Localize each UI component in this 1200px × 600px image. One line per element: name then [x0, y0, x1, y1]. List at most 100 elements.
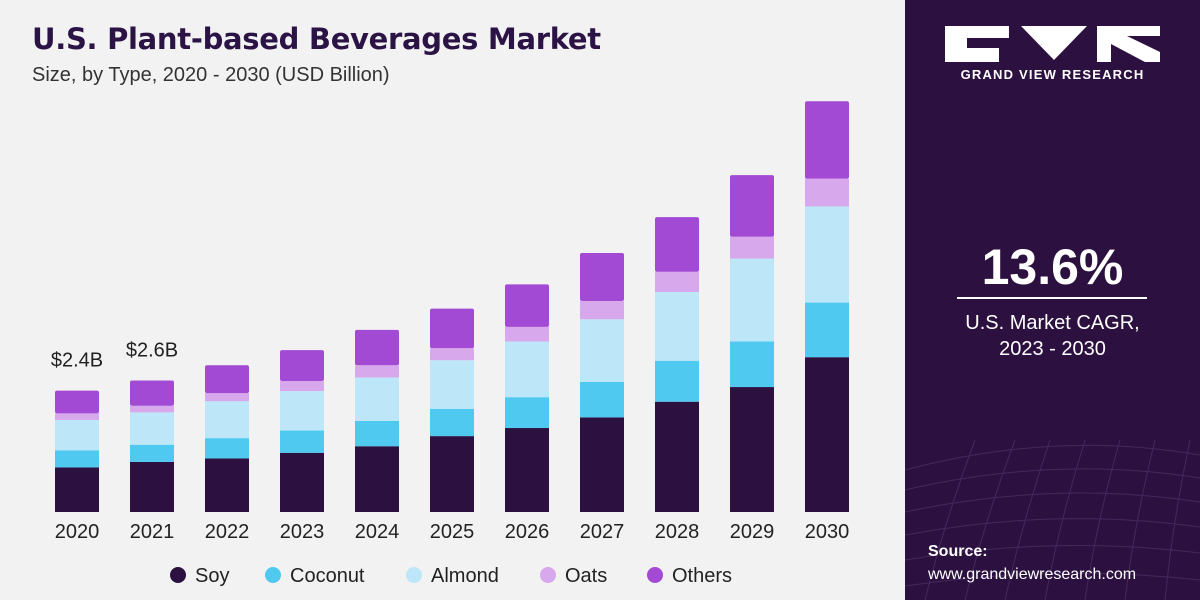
bar-coconut-2030 — [805, 302, 849, 358]
bar-soy-2021 — [130, 461, 174, 512]
bar-stack-2026 — [505, 284, 549, 512]
bar-coconut-2027 — [580, 381, 624, 418]
bar-soy-2026 — [505, 428, 549, 512]
bar-almond-2020 — [55, 419, 99, 451]
bar-coconut-2029 — [730, 341, 774, 388]
bar-stack-2028 — [655, 217, 699, 512]
bar-soy-2028 — [655, 401, 699, 512]
cagr-value: 13.6% — [981, 239, 1124, 295]
x-tick-label: 2024 — [355, 521, 400, 543]
bar-almond-2022 — [205, 401, 249, 439]
bar-coconut-2020 — [55, 450, 99, 468]
legend-swatch — [170, 567, 186, 583]
bar-almond-2025 — [430, 360, 474, 409]
bar-soy-2030 — [805, 357, 849, 512]
stacked-bar-chart: 2020 2021 2022 2023 2024 2025 2026 2027 2028 2029… — [51, 101, 850, 587]
bar-coconut-2025 — [430, 408, 474, 437]
chart-title: U.S. Plant-based Beverages Market — [32, 22, 601, 56]
x-tick-label: 2025 — [430, 521, 475, 543]
bar-coconut-2028 — [655, 360, 699, 402]
grid-background — [905, 439, 1200, 600]
data-label-2021: $2.6B — [126, 339, 178, 361]
bar-stack-2029 — [730, 175, 774, 512]
bar-soy-2025 — [430, 436, 474, 512]
bar-others-2020 — [55, 390, 99, 414]
bar-others-2021 — [130, 380, 174, 406]
bar-soy-2029 — [730, 387, 774, 512]
bar-almond-2021 — [130, 412, 174, 445]
legend-swatch — [647, 567, 663, 583]
bar-oats-2025 — [430, 348, 474, 361]
bar-almond-2029 — [730, 258, 774, 342]
bar-oats-2028 — [655, 271, 699, 292]
legend-item-others: Others — [647, 565, 732, 587]
cagr-label-line1: U.S. Market CAGR, — [965, 312, 1140, 334]
bar-stack-2025 — [430, 308, 474, 512]
bar-coconut-2026 — [505, 397, 549, 429]
legend-item-soy: Soy — [170, 565, 229, 587]
bar-stack-2020 — [55, 390, 99, 512]
bar-oats-2029 — [730, 236, 774, 259]
bar-oats-2023 — [280, 380, 324, 392]
x-tick-label: 2026 — [505, 521, 550, 543]
legend-item-coconut: Coconut — [265, 565, 365, 587]
source-label: Source: — [928, 543, 988, 560]
bar-oats-2026 — [505, 326, 549, 342]
bar-stack-2027 — [580, 252, 624, 512]
bar-almond-2026 — [505, 341, 549, 398]
bar-others-2025 — [430, 308, 474, 349]
bar-stack-2030 — [805, 101, 849, 512]
x-tick-label: 2029 — [730, 521, 775, 543]
bar-others-2027 — [580, 252, 624, 302]
legend-item-almond: Almond — [406, 565, 499, 587]
bar-almond-2024 — [355, 377, 399, 421]
bar-coconut-2023 — [280, 430, 324, 453]
bar-oats-2024 — [355, 365, 399, 378]
bar-soy-2024 — [355, 446, 399, 512]
bar-stack-2024 — [355, 329, 399, 512]
legend-swatch — [406, 567, 422, 583]
bar-stack-2022 — [205, 365, 249, 512]
x-tick-label: 2021 — [130, 521, 175, 543]
bar-soy-2022 — [205, 458, 249, 512]
bar-stack-2023 — [280, 350, 324, 512]
bar-oats-2022 — [205, 393, 249, 402]
bar-others-2030 — [805, 101, 849, 179]
legend-label: Oats — [565, 565, 607, 587]
bar-oats-2020 — [55, 413, 99, 420]
bar-oats-2021 — [130, 405, 174, 413]
info-panel: GRAND VIEW RESEARCH 13.6% U.S. Market CA… — [905, 0, 1200, 600]
bar-others-2022 — [205, 365, 249, 394]
logo-text: GRAND VIEW RESEARCH — [960, 67, 1145, 82]
bar-others-2028 — [655, 217, 699, 272]
bar-others-2029 — [730, 175, 774, 237]
legend-label: Others — [672, 565, 732, 587]
legend-label: Coconut — [290, 565, 365, 587]
cagr-divider — [957, 297, 1147, 299]
bar-coconut-2021 — [130, 444, 174, 462]
legend-swatch — [265, 567, 281, 583]
bar-oats-2030 — [805, 178, 849, 207]
bar-coconut-2024 — [355, 420, 399, 447]
bar-others-2023 — [280, 350, 324, 381]
bar-others-2024 — [355, 329, 399, 366]
source-link[interactable]: www.grandviewresearch.com — [928, 566, 1137, 583]
cagr-label: U.S. Market CAGR, 2023 - 2030 — [905, 310, 1200, 362]
legend-label: Almond — [431, 565, 499, 587]
bar-almond-2023 — [280, 391, 324, 431]
gvr-logo — [945, 26, 1160, 62]
bar-coconut-2022 — [205, 438, 249, 459]
bar-almond-2028 — [655, 291, 699, 361]
bar-soy-2027 — [580, 417, 624, 512]
x-tick-label: 2030 — [805, 521, 850, 543]
legend-item-oats: Oats — [540, 565, 607, 587]
data-label-2020: $2.4B — [51, 350, 103, 372]
chart-subtitle: Size, by Type, 2020 - 2030 (USD Billion) — [32, 64, 390, 86]
bar-almond-2027 — [580, 319, 624, 382]
x-tick-label: 2027 — [580, 521, 625, 543]
x-tick-label: 2020 — [55, 521, 100, 543]
x-tick-label: 2028 — [655, 521, 700, 543]
x-tick-label: 2022 — [205, 521, 250, 543]
bar-soy-2023 — [280, 452, 324, 512]
bar-stack-2021 — [130, 380, 174, 512]
